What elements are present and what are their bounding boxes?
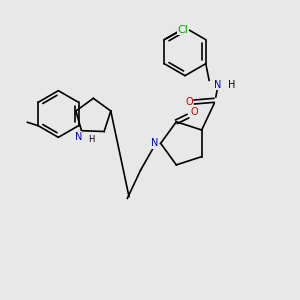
Text: O: O (190, 107, 198, 117)
Text: N: N (214, 80, 221, 90)
Text: H: H (88, 134, 95, 143)
Text: N: N (74, 132, 82, 142)
Text: H: H (228, 80, 236, 90)
Text: N: N (151, 138, 158, 148)
Text: Cl: Cl (177, 25, 188, 35)
Text: O: O (185, 97, 193, 107)
